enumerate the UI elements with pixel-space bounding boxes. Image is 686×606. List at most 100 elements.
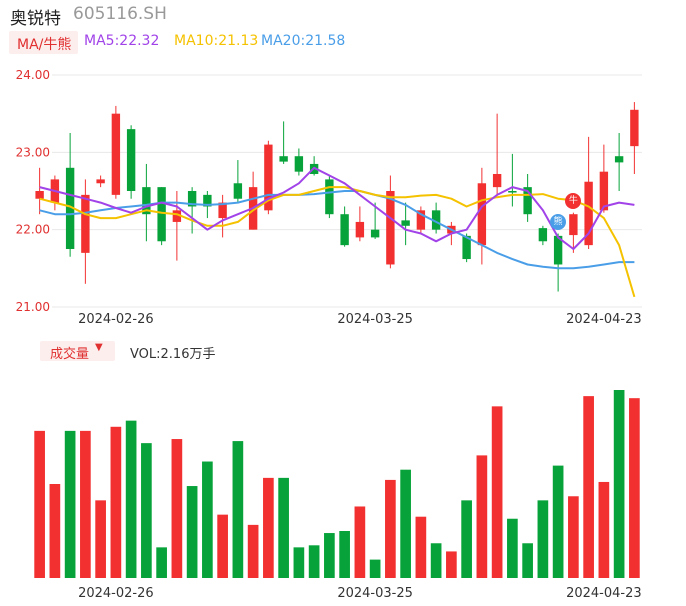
candle-body [126, 129, 136, 191]
candle-body [157, 187, 166, 242]
candle-body [630, 109, 639, 147]
candle-body [172, 210, 182, 222]
candle-body [218, 202, 227, 219]
ma5-legend: MA5:22.32 [84, 33, 160, 49]
candle-body [233, 183, 243, 199]
ma10-line [39, 186, 636, 298]
candle-body [492, 173, 502, 188]
volume-bar [293, 547, 305, 578]
volume-bar [141, 443, 152, 578]
candle-body [142, 187, 151, 215]
volume-bar [629, 398, 640, 578]
candle-body [599, 171, 609, 211]
volume-bar [568, 496, 579, 578]
candle-body [203, 194, 212, 207]
price-tick-label: 21.00 [16, 300, 50, 314]
volume-bar [308, 545, 320, 578]
volume-bar [507, 518, 518, 578]
bull-marker-icon: 牛 [565, 192, 582, 209]
volume-bar [354, 506, 366, 578]
volume-bar [247, 524, 259, 578]
candle-body [111, 113, 121, 195]
volume-indicator-button[interactable]: 成交量 ▼ [40, 341, 115, 362]
ma20-line [39, 190, 635, 270]
volume-bar [171, 439, 183, 578]
volume-bar [95, 500, 106, 578]
candle-body [523, 187, 532, 215]
candle-body [81, 194, 90, 253]
candle-body [355, 221, 365, 238]
date-tick-label: 2024-03-25 [337, 312, 413, 327]
candle-body [294, 156, 304, 172]
candle-body [614, 156, 624, 163]
volume-bar [552, 465, 564, 578]
volume-bar [385, 479, 396, 578]
stock-name: 奥锐特 [10, 9, 61, 29]
price-tick-label: 22.00 [16, 223, 50, 237]
candle-body [370, 229, 380, 238]
ma-indicator-button[interactable]: MA/牛熊 [9, 31, 78, 54]
volume-bar [613, 390, 625, 578]
candle-body [279, 156, 288, 162]
candle-body [325, 179, 334, 215]
candle-body [96, 179, 105, 184]
volume-bar [278, 477, 289, 578]
volume-bar [583, 396, 594, 578]
volume-indicator-label: 成交量 [50, 347, 90, 362]
ma20-legend: MA20:21.58 [261, 33, 346, 49]
candle-body [477, 183, 487, 246]
candle-body [264, 144, 273, 211]
volume-bar [476, 455, 488, 578]
candle-body [340, 214, 349, 246]
price-tick-label: 23.00 [16, 145, 50, 159]
date-tick-label: 2024-02-26 [78, 586, 154, 601]
volume-bar [156, 547, 167, 578]
volume-bar [125, 420, 137, 578]
date-tick-label: 2024-04-23 [566, 312, 642, 327]
candle-body [538, 228, 548, 242]
date-tick-label: 2024-04-23 [566, 586, 642, 601]
candle-body [65, 167, 75, 249]
candle-body [416, 210, 426, 230]
volume-bar [34, 430, 45, 578]
candle-body [386, 191, 395, 265]
volume-bar [263, 477, 274, 578]
volume-bar [217, 514, 228, 578]
volume-bar [232, 441, 244, 578]
candle-body [187, 191, 197, 207]
candle-body [462, 235, 471, 260]
volume-bar [461, 500, 472, 578]
volume-bar [339, 531, 350, 578]
volume-bar [80, 430, 91, 578]
date-tick-label: 2024-03-25 [337, 586, 413, 601]
volume-bar [64, 430, 76, 578]
candle-body [35, 191, 44, 199]
volume-bar [110, 426, 122, 578]
volume-bar [537, 500, 549, 578]
candle-body [569, 214, 578, 236]
volume-bar [49, 484, 61, 578]
volume-bar [430, 543, 442, 578]
ma-indicator-label: MA/牛熊 [17, 37, 72, 53]
volume-bar [186, 486, 198, 578]
price-tick-label: 24.00 [16, 68, 50, 82]
chevron-down-icon: ▼ [95, 342, 103, 353]
volume-bar [369, 559, 381, 578]
volume-bar [324, 533, 335, 578]
date-tick-label: 2024-02-26 [78, 312, 154, 327]
candle-body [508, 191, 517, 193]
ma10-legend: MA10:21.13 [174, 33, 259, 49]
bear-marker-icon: 熊 [550, 213, 567, 230]
ma5-line [39, 166, 635, 250]
volume-bar [202, 461, 213, 578]
volume-bar [446, 551, 457, 578]
volume-bar [491, 406, 503, 578]
volume-value: VOL:2.16万手 [130, 347, 216, 362]
candle-body [401, 220, 410, 226]
candle-body [431, 210, 441, 230]
volume-bar [598, 481, 610, 578]
volume-bar [400, 469, 411, 578]
candle-body [553, 235, 563, 265]
stock-code: 605116.SH [73, 4, 167, 24]
